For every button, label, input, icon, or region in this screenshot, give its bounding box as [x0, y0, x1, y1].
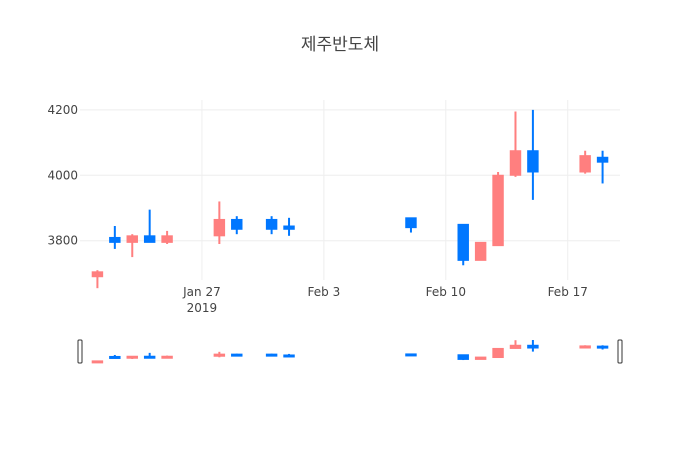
candle — [457, 223, 469, 266]
y-tick-label: 4200 — [47, 103, 78, 117]
candle-body — [596, 156, 609, 163]
x-tick-label: Feb 3 — [308, 285, 341, 299]
slider-candle — [492, 347, 504, 359]
candle — [283, 217, 295, 236]
candle-body — [405, 217, 417, 229]
slider-candle-body — [474, 356, 487, 360]
candle-body — [231, 218, 243, 230]
candle-body — [161, 235, 173, 243]
x-tick-label: Feb 10 — [426, 285, 466, 299]
candle — [596, 150, 609, 184]
slider-candle — [457, 354, 469, 361]
candle-body — [265, 218, 278, 230]
slider-candle — [527, 340, 539, 352]
slider-candle — [283, 353, 295, 358]
range-slider-left-handle[interactable] — [77, 339, 83, 364]
slider-candle — [231, 353, 243, 357]
x-tick-sublabel: 2019 — [187, 301, 218, 315]
candle-body — [213, 218, 226, 237]
slider-candle-body — [596, 345, 609, 349]
slider-candle-body — [405, 353, 417, 357]
candles — [91, 109, 609, 289]
candle-body — [109, 236, 121, 243]
slider-candle — [474, 356, 487, 360]
candle-body — [527, 150, 539, 173]
candle-body — [509, 150, 522, 176]
slider-candle — [213, 351, 226, 358]
candle-body — [457, 223, 469, 261]
candle-body — [143, 235, 156, 243]
slider-candle-body — [161, 355, 173, 359]
slider-candle-body — [91, 360, 104, 364]
x-tick-label: Jan 27 — [182, 285, 221, 299]
slider-candle-body — [283, 354, 295, 358]
slider-candle-body — [109, 355, 121, 359]
candle — [492, 172, 504, 247]
y-tick-label: 3800 — [47, 234, 78, 248]
slider-candle-body — [579, 345, 591, 349]
candle — [474, 241, 487, 261]
slider-candle-body — [143, 355, 156, 359]
slider-candle-body — [509, 344, 522, 349]
slider-candle-body — [457, 354, 469, 360]
y-tick-label: 4000 — [47, 168, 78, 182]
candle — [231, 216, 243, 235]
grid-lines — [80, 100, 620, 280]
candle — [161, 230, 173, 244]
y-axis-ticks: 3800 4000 4200 — [47, 103, 78, 248]
range-slider-right-handle[interactable] — [617, 339, 623, 364]
candle-body — [126, 235, 138, 243]
slider-candle — [509, 340, 522, 349]
x-tick-label: Feb 17 — [548, 285, 588, 299]
slider-candle-body — [527, 344, 539, 349]
slider-candle — [265, 353, 278, 357]
candle — [265, 216, 278, 235]
chart-title: 제주반도체 — [301, 35, 379, 55]
candle-body — [579, 155, 591, 173]
x-axis-ticks: Jan 27 2019 Feb 3 Feb 10 Feb 17 — [182, 285, 588, 315]
slider-candle — [91, 360, 104, 364]
slider-candle — [109, 354, 121, 359]
candle-body — [91, 271, 104, 278]
slider-candle-body — [126, 355, 138, 359]
candle-body — [474, 241, 487, 261]
slider-candle-body — [265, 353, 278, 357]
candle-body — [283, 225, 295, 230]
range-slider[interactable] — [77, 339, 623, 364]
slider-candle-body — [492, 347, 504, 359]
candle — [509, 111, 522, 177]
slider-candle — [126, 355, 138, 359]
slider-candle-body — [231, 353, 243, 357]
slider-candle — [161, 355, 173, 359]
slider-candle — [596, 345, 609, 350]
candle — [527, 109, 539, 200]
slider-candle — [143, 352, 156, 359]
candle — [405, 217, 417, 233]
slider-candle — [579, 345, 591, 349]
candle-body — [492, 174, 504, 247]
candle — [579, 150, 591, 174]
candle — [91, 270, 104, 289]
candle — [143, 209, 156, 243]
candle — [126, 234, 138, 258]
candle — [213, 201, 226, 244]
candle — [109, 226, 121, 249]
range-slider-background — [80, 340, 620, 363]
slider-candle — [405, 353, 417, 357]
slider-candle-body — [213, 353, 226, 357]
